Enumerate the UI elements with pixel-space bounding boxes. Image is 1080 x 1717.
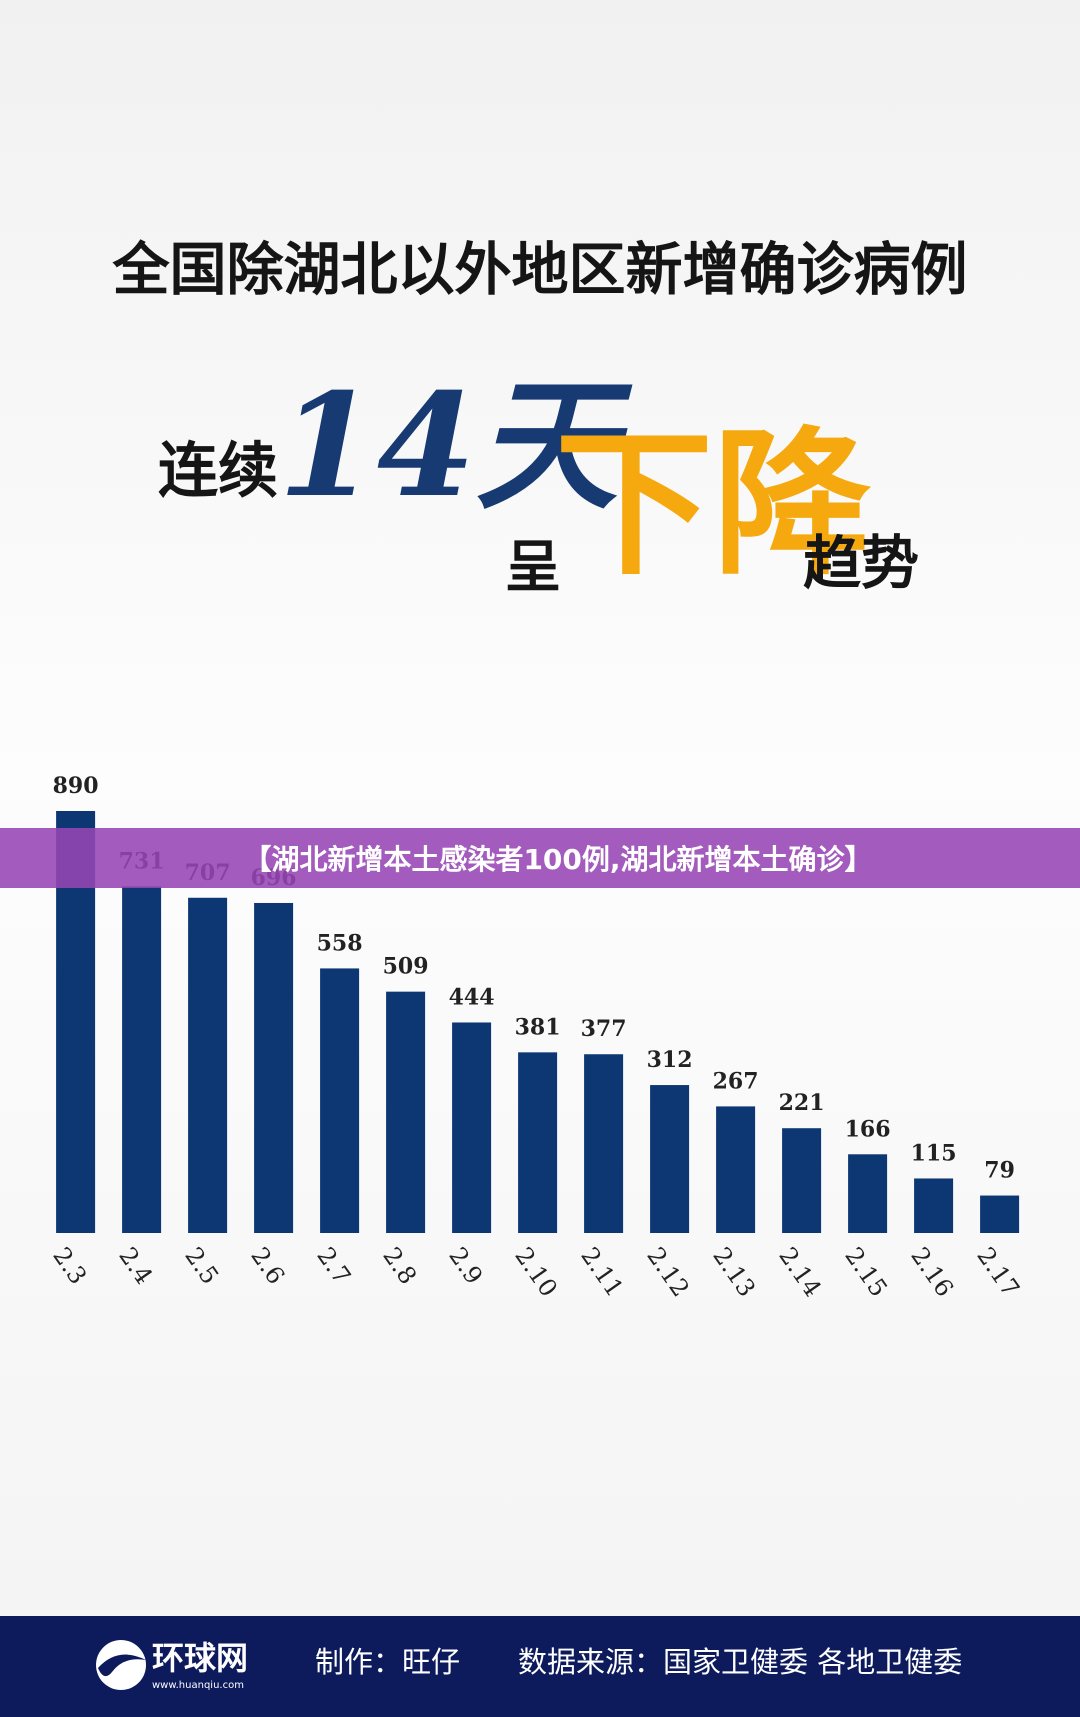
bar <box>254 902 294 1233</box>
logo-url: www.huanqiu.com <box>152 1680 244 1691</box>
value-label: 166 <box>845 1116 891 1142</box>
bar <box>650 1085 690 1233</box>
value-label: 890 <box>53 773 99 799</box>
bar <box>980 1195 1020 1233</box>
x-tick-label: 2.7 <box>311 1242 356 1289</box>
value-label: 444 <box>449 984 495 1010</box>
bar <box>188 897 228 1233</box>
bar <box>782 1128 822 1233</box>
x-tick-label: 2.11 <box>575 1242 629 1302</box>
value-label: 312 <box>647 1047 693 1073</box>
x-tick-label: 2.3 <box>47 1242 92 1289</box>
banner: 【湖北新增本土感染者100例,湖北新增本土确诊】 <box>0 828 1080 888</box>
bar <box>122 886 162 1233</box>
bar <box>584 1054 624 1233</box>
headline: 呈 <box>505 535 561 601</box>
x-tick-label: 2.16 <box>905 1242 959 1302</box>
x-tick-label: 2.17 <box>971 1242 1025 1302</box>
credit: 制作：旺仔 <box>315 1645 460 1679</box>
bar <box>518 1052 558 1233</box>
headline: 下降 <box>555 412 872 597</box>
value-label: 558 <box>317 930 363 956</box>
x-tick-label: 2.4 <box>113 1242 158 1289</box>
bar <box>320 968 360 1233</box>
x-tick-label: 2.5 <box>179 1242 224 1289</box>
x-tick-label: 2.13 <box>707 1242 761 1302</box>
headline: 连续 <box>158 437 278 507</box>
value-label: 115 <box>911 1140 957 1166</box>
x-tick-label: 2.15 <box>839 1242 893 1302</box>
bar <box>914 1178 954 1233</box>
headline: 14天 <box>278 363 633 529</box>
headline: 趋势 <box>803 529 919 597</box>
logo-icon <box>98 1654 146 1677</box>
value-label: 509 <box>383 954 429 980</box>
footer-bar <box>0 1616 1080 1717</box>
bar <box>848 1154 888 1233</box>
value-label: 221 <box>779 1090 825 1116</box>
bar <box>716 1106 756 1233</box>
value-label: 267 <box>713 1068 759 1094</box>
logo-icon <box>96 1640 146 1690</box>
bar <box>452 1022 492 1233</box>
chart-title: 全国除湖北以外地区新增确诊病例 <box>112 236 968 303</box>
x-tick-label: 2.9 <box>443 1242 488 1289</box>
x-tick-label: 2.8 <box>377 1242 422 1289</box>
x-tick-label: 2.12 <box>641 1242 695 1302</box>
value-label: 79 <box>984 1158 1015 1184</box>
bar <box>386 991 426 1233</box>
value-label: 377 <box>581 1016 627 1042</box>
value-label: 381 <box>515 1014 561 1040</box>
x-tick-label: 2.10 <box>509 1242 563 1302</box>
logo-text: 环球网 <box>152 1639 248 1677</box>
x-tick-label: 2.14 <box>773 1242 827 1302</box>
x-tick-label: 2.6 <box>245 1242 290 1289</box>
source: 数据来源：国家卫健委 各地卫健委 <box>518 1645 962 1679</box>
